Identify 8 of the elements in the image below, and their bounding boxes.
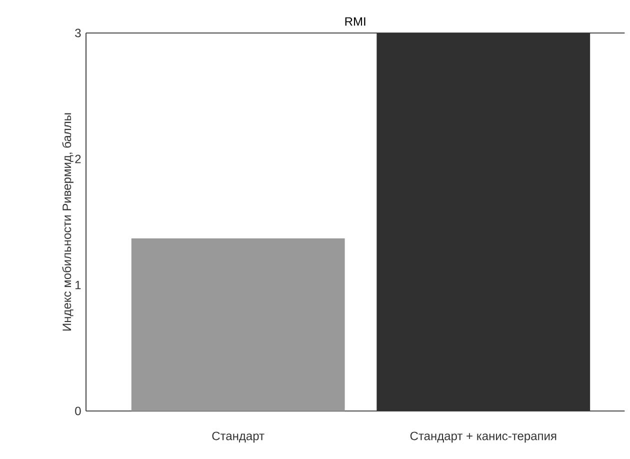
y-tick-label: 0 [75,406,81,416]
y-tick-label: 3 [75,28,81,38]
y-axis-title: Индекс мобильности Ривермид, баллы [62,113,74,331]
y-tick-label: 2 [75,154,81,164]
x-tick-label: Стандарт [212,432,264,443]
x-tick-label: Стандарт + канис-терапия [410,432,556,443]
y-tick-label: 1 [76,280,81,290]
chart-title: RMI [345,17,366,26]
